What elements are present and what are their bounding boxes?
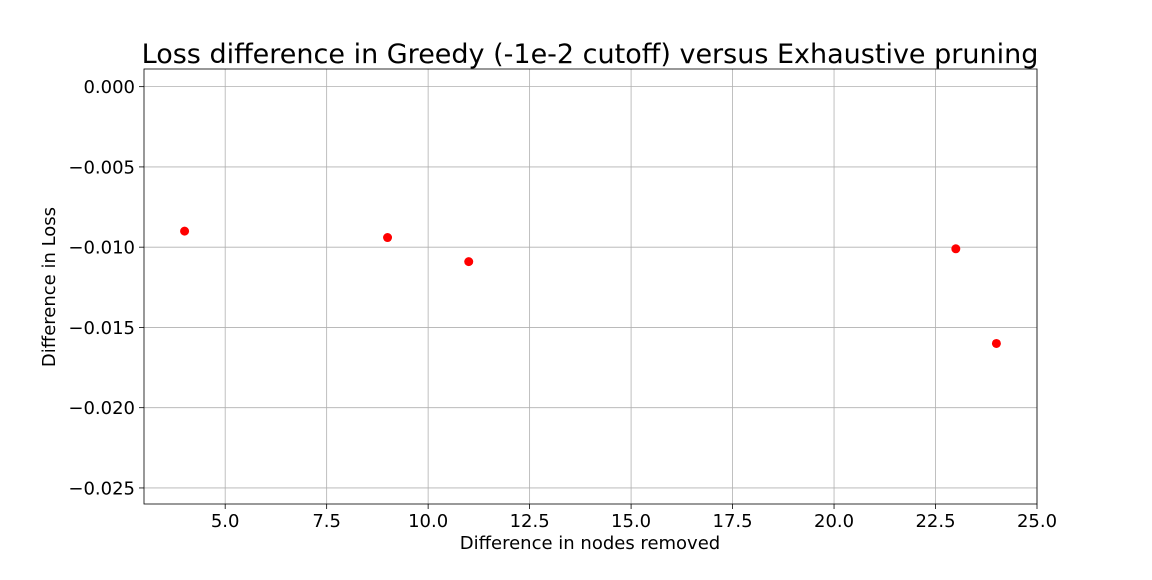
y-tick-label: 0.000 [83,77,135,98]
y-tick-label: −0.005 [68,157,135,178]
x-tick-label: 12.5 [510,511,550,532]
data-point [991,338,1001,348]
y-tick-label: −0.015 [68,318,135,339]
x-axis-label: Difference in nodes removed [460,533,720,554]
grid-layer [144,69,1038,504]
data-point [951,244,961,254]
x-tick-label: 15.0 [611,511,651,532]
data-point [383,233,393,243]
ticks-layer: 5.0 7.5 10.0 12.5 15.0 17.5 20.0 22.5 25.0 0.000 −… [68,77,1057,532]
data-point [464,257,474,267]
x-tick-label: 7.5 [312,511,341,532]
y-tick-label: −0.025 [68,478,135,499]
x-tick-label: 22.5 [915,511,955,532]
y-tick-label: −0.010 [68,238,135,259]
data-point [180,226,190,236]
y-axis-label: Difference in Loss [39,207,60,367]
x-tick-label: 17.5 [713,511,753,532]
x-tick-label: 5.0 [211,511,240,532]
plot-frame [143,68,1038,505]
x-tick-label: 20.0 [814,511,854,532]
x-tick-label: 25.0 [1017,511,1057,532]
y-tick-label: −0.020 [68,398,135,419]
x-tick-label: 10.0 [408,511,448,532]
chart-title: Loss difference in Greedy (-1e-2 cutoff)… [142,39,1039,70]
points-layer [180,226,1001,348]
